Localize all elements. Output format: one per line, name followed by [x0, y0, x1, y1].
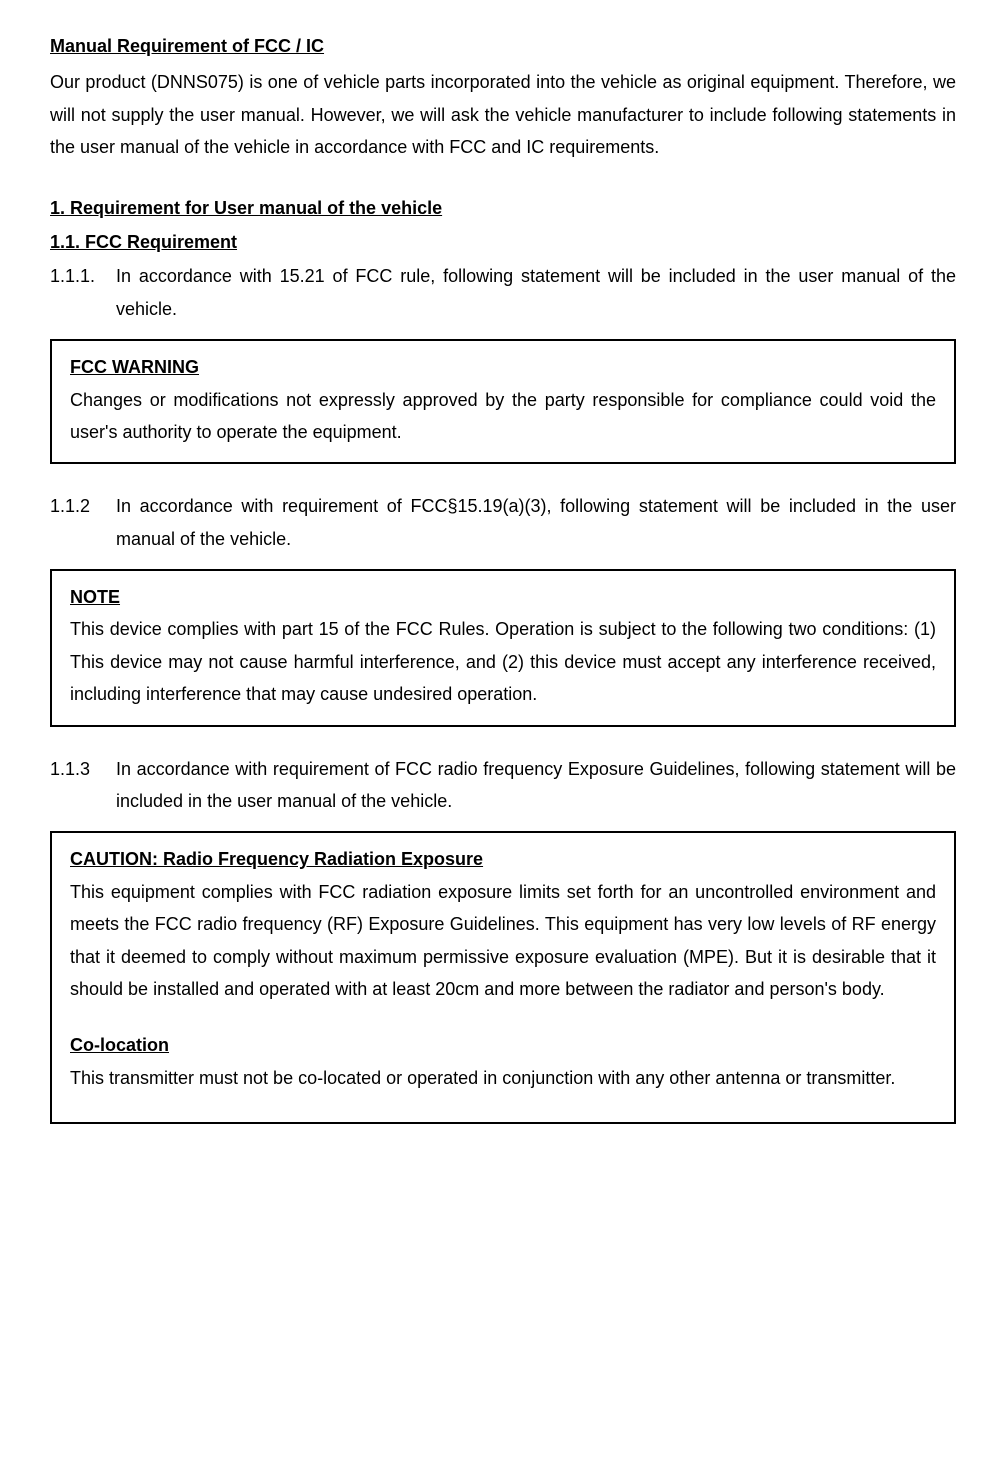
box-heading: FCC WARNING [70, 351, 936, 383]
item-1-1-3: 1.1.3 In accordance with requirement of … [50, 753, 956, 818]
box-heading: CAUTION: Radio Frequency Radiation Expos… [70, 843, 936, 875]
item-1-1-2: 1.1.2 In accordance with requirement of … [50, 490, 956, 555]
note-box: NOTE This device complies with part 15 o… [50, 569, 956, 727]
box-text: Changes or modifications not expressly a… [70, 384, 936, 449]
caution-box: CAUTION: Radio Frequency Radiation Expos… [50, 831, 956, 1124]
box-text: This equipment complies with FCC radiati… [70, 876, 936, 1006]
item-text: In accordance with requirement of FCC§15… [116, 490, 956, 555]
item-1-1-1: 1.1.1. In accordance with 15.21 of FCC r… [50, 260, 956, 325]
spacer [70, 1094, 936, 1108]
box-subtext: This transmitter must not be co-located … [70, 1062, 936, 1094]
item-number: 1.1.3 [50, 753, 116, 818]
box-heading: NOTE [70, 581, 936, 613]
intro-paragraph: Our product (DNNS075) is one of vehicle … [50, 66, 956, 163]
document-title: Manual Requirement of FCC / IC [50, 30, 956, 62]
box-text: This device complies with part 15 of the… [70, 613, 936, 710]
item-number: 1.1.1. [50, 260, 116, 325]
section-1-heading: 1. Requirement for User manual of the ve… [50, 192, 956, 224]
box-subheading: Co-location [70, 1029, 936, 1061]
fcc-warning-box: FCC WARNING Changes or modifications not… [50, 339, 956, 464]
item-number: 1.1.2 [50, 490, 116, 555]
item-text: In accordance with requirement of FCC ra… [116, 753, 956, 818]
subsection-1-1-heading: 1.1. FCC Requirement [50, 226, 956, 258]
item-text: In accordance with 15.21 of FCC rule, fo… [116, 260, 956, 325]
